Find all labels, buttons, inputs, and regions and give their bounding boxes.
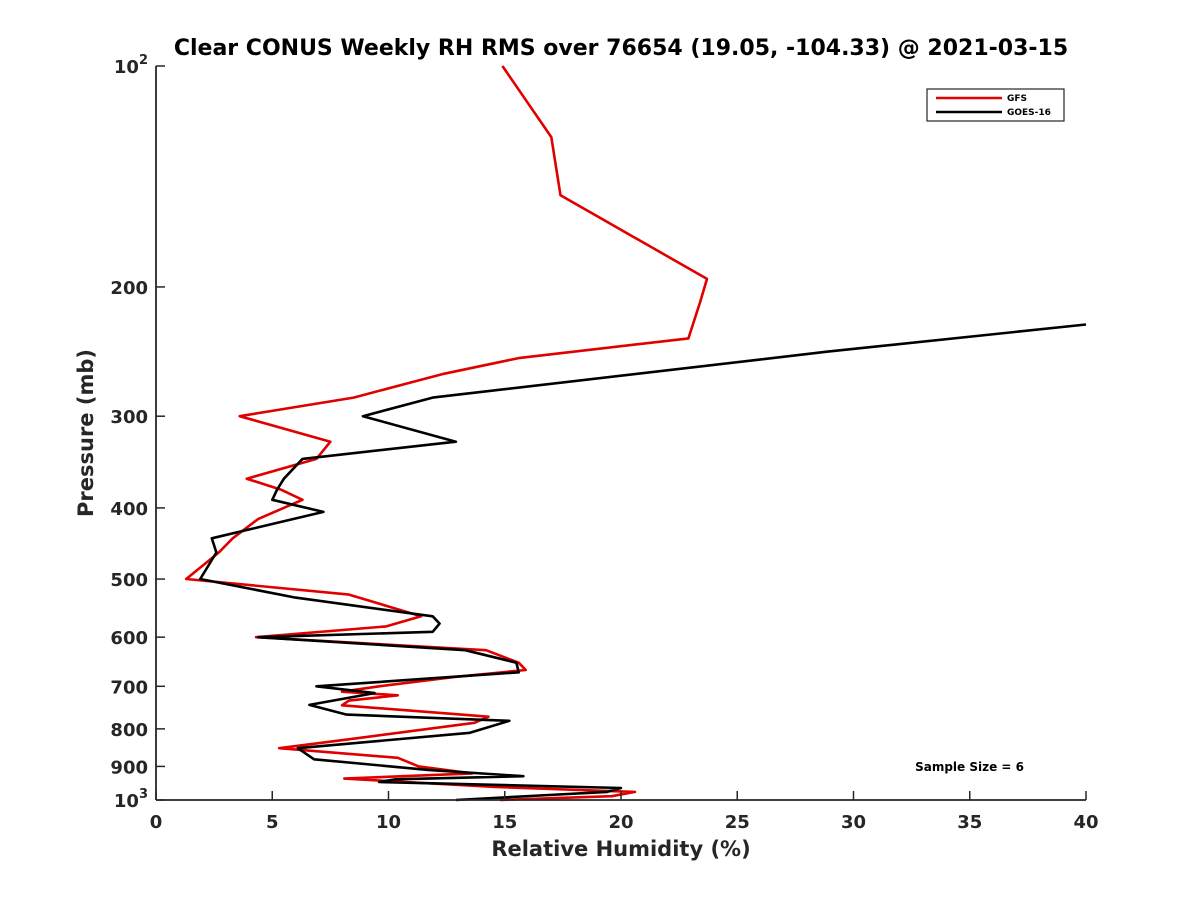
sample-size-annotation: Sample Size = 6 bbox=[915, 760, 1024, 774]
legend: GFS GOES-16 bbox=[926, 88, 1065, 122]
y-tick-label: 500 bbox=[110, 570, 148, 591]
x-axis-label: Relative Humidity (%) bbox=[491, 837, 750, 861]
y-tick-label: 600 bbox=[110, 628, 148, 649]
x-tick-label: 20 bbox=[608, 812, 633, 833]
x-tick-label: 10 bbox=[376, 812, 401, 833]
y-tick-label: 300 bbox=[110, 407, 148, 428]
y-tick-label: 400 bbox=[110, 499, 148, 520]
legend-label-gfs: GFS bbox=[1007, 94, 1027, 104]
series-line-goes-16 bbox=[198, 323, 1087, 802]
y-tick-label: 900 bbox=[110, 757, 148, 778]
x-tick-label: 5 bbox=[266, 812, 279, 833]
y-axis-label: Pressure (mb) bbox=[74, 349, 98, 517]
y-tick-label: 700 bbox=[110, 677, 148, 698]
x-tick-label: 40 bbox=[1073, 812, 1098, 833]
plot-area bbox=[156, 66, 1086, 800]
x-tick-label: 25 bbox=[725, 812, 750, 833]
series-layer bbox=[184, 65, 1087, 802]
y-tick-label: 200 bbox=[110, 278, 148, 299]
x-tick-label: 15 bbox=[492, 812, 517, 833]
x-axis-ticks: 0 5 10 15 20 25 30 35 40 bbox=[150, 791, 1099, 833]
x-tick-label: 30 bbox=[841, 812, 866, 833]
series-line-gfs bbox=[184, 65, 709, 802]
y-tick-label: 800 bbox=[110, 720, 148, 741]
legend-box bbox=[926, 88, 1065, 122]
x-tick-label: 35 bbox=[957, 812, 982, 833]
legend-label-goes-16: GOES-16 bbox=[1007, 108, 1051, 118]
chart-title: Clear CONUS Weekly RH RMS over 76654 (19… bbox=[174, 36, 1068, 61]
x-tick-label: 0 bbox=[150, 812, 163, 833]
